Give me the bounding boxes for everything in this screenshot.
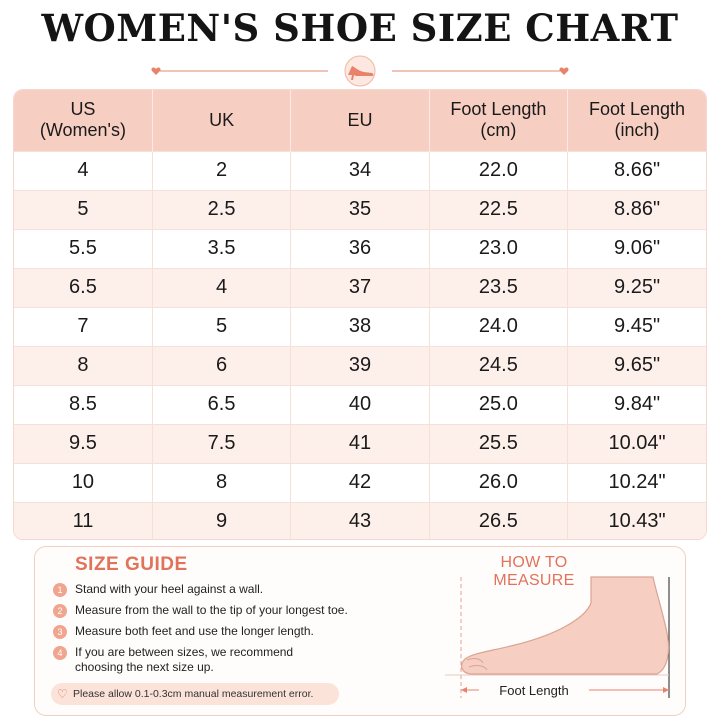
table-cell: 6.5 [14,267,153,307]
table-row: 4 2 34 22.0 8.66" [14,150,706,190]
step-number-badge: 2 [53,604,67,618]
table-cell: 10.43" [567,501,706,539]
size-table: US (Women's) UK EU Foot Length (cm) Foot L… [13,89,707,540]
step-text: Measure from the wall to the tip of your… [75,603,348,617]
table-cell: 9.45" [567,306,706,346]
table-cell: 6.5 [152,384,292,424]
table-row: 6.5 4 37 23.5 9.25" [14,267,706,307]
table-cell: 3.5 [152,228,292,268]
table-row: 7 5 38 24.0 9.45" [14,306,706,346]
table-cell: 11 [14,501,153,539]
table-cell: 23.0 [429,228,569,268]
table-cell: 4 [14,150,153,190]
table-cell: 25.5 [429,423,569,463]
step-text: If you are between sizes, we recommend c… [75,645,294,674]
table-cell: 37 [290,267,430,307]
table-cell: 8.5 [14,384,153,424]
table-cell: 5 [152,306,292,346]
table-cell: 5 [14,189,153,229]
table-cell: 8.86" [567,189,706,229]
table-cell: 9.65" [567,345,706,385]
table-cell: 38 [290,306,430,346]
table-cell: 25.0 [429,384,569,424]
table-cell: 8 [14,345,153,385]
step-number-badge: 1 [53,583,67,597]
table-cell: 22.0 [429,150,569,190]
heart-icon: ♡ [57,687,68,701]
table-row: 9.5 7.5 41 25.5 10.04" [14,423,706,463]
table-cell: 35 [290,189,430,229]
table-cell: 9.06" [567,228,706,268]
table-cell: 8 [152,462,292,502]
table-row: 5 2.5 35 22.5 8.86" [14,189,706,229]
table-row: 10 8 42 26.0 10.24" [14,462,706,502]
table-cell: 26.5 [429,501,569,539]
header-eu: EU [290,90,430,151]
table-cell: 10 [14,462,153,502]
table-cell: 8.66" [567,150,706,190]
heart-icon [151,67,161,75]
size-guide-title: SIZE GUIDE [75,554,188,575]
table-cell: 23.5 [429,267,569,307]
table-cell: 10.04" [567,423,706,463]
high-heel-icon [348,66,374,80]
step-text: Stand with your heel against a wall. [75,582,264,596]
table-cell: 24.5 [429,345,569,385]
foot-icon [461,576,670,675]
table-row: 8.5 6.5 40 25.0 9.84" [14,384,706,424]
how-to-measure-title: HOW TO MEASURE [493,554,575,589]
arrow-left-icon [461,687,467,693]
header-us: US (Women's) [14,90,153,151]
table-header-row: US (Women's) UK EU Foot Length (cm) Foot L… [14,90,706,151]
table-cell: 39 [290,345,430,385]
foot-length-label: Foot Length [479,683,589,698]
table-cell: 9 [152,501,292,539]
table-cell: 5.5 [14,228,153,268]
table-row: 8 6 39 24.5 9.65" [14,345,706,385]
table-cell: 2 [152,150,292,190]
table-cell: 6 [152,345,292,385]
step-number-badge: 4 [53,646,67,660]
table-cell: 22.5 [429,189,569,229]
size-guide-panel: SIZE GUIDE 1 Stand with your heel agains… [34,546,686,716]
table-cell: 26.0 [429,462,569,502]
table-cell: 41 [290,423,430,463]
table-cell: 34 [290,150,430,190]
measurement-note: ♡ Please allow 0.1-0.3cm manual measurem… [51,683,339,705]
arrow-right-icon [663,687,669,693]
table-cell: 4 [152,267,292,307]
table-cell: 9.84" [567,384,706,424]
heart-icon [559,67,569,75]
table-cell: 10.24" [567,462,706,502]
table-cell: 7 [14,306,153,346]
table-cell: 9.5 [14,423,153,463]
header-uk: UK [152,90,292,151]
step-number-badge: 3 [53,625,67,639]
table-cell: 40 [290,384,430,424]
step-text: Measure both feet and use the longer len… [75,624,314,638]
header-foot-length-inch: Foot Length (inch) [567,90,706,151]
table-row: 11 9 43 26.5 10.43" [14,501,706,539]
note-text: Please allow 0.1-0.3cm manual measuremen… [73,688,314,700]
table-cell: 43 [290,501,430,539]
heel-divider-decoration [151,55,569,87]
table-cell: 24.0 [429,306,569,346]
table-cell: 9.25" [567,267,706,307]
header-foot-length-cm: Foot Length (cm) [429,90,569,151]
table-cell: 2.5 [152,189,292,229]
table-cell: 42 [290,462,430,502]
table-cell: 36 [290,228,430,268]
page-title: WOMEN'S SHOE SIZE CHART [41,6,679,50]
table-row: 5.5 3.5 36 23.0 9.06" [14,228,706,268]
table-cell: 7.5 [152,423,292,463]
